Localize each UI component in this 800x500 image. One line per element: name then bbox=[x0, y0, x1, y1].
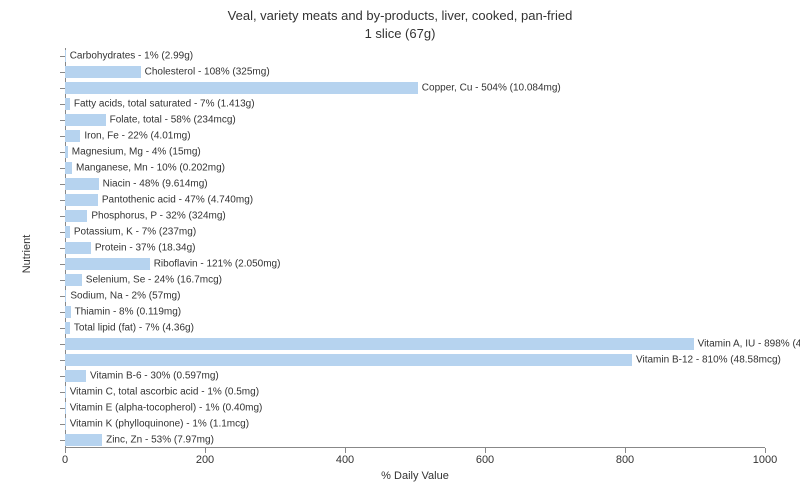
bar-row: Zinc, Zn - 53% (7.97mg) bbox=[65, 434, 765, 446]
bar bbox=[65, 130, 80, 142]
x-tick-label: 600 bbox=[476, 454, 494, 466]
bar bbox=[65, 434, 102, 446]
chart-title-line2: 1 slice (67g) bbox=[0, 26, 800, 41]
bar-row: Total lipid (fat) - 7% (4.36g) bbox=[65, 322, 765, 334]
bar-label: Selenium, Se - 24% (16.7mcg) bbox=[86, 274, 222, 285]
bar-label: Fatty acids, total saturated - 7% (1.413… bbox=[74, 98, 255, 109]
bar-row: Niacin - 48% (9.614mg) bbox=[65, 178, 765, 190]
bar-label: Pantothenic acid - 47% (4.740mg) bbox=[102, 194, 253, 205]
bar-row: Fatty acids, total saturated - 7% (1.413… bbox=[65, 98, 765, 110]
bar bbox=[65, 418, 66, 430]
bar bbox=[65, 98, 70, 110]
bar-label: Protein - 37% (18.34g) bbox=[95, 242, 196, 253]
bar-label: Vitamin B-6 - 30% (0.597mg) bbox=[90, 370, 219, 381]
bar-label: Potassium, K - 7% (237mg) bbox=[74, 226, 196, 237]
bar-label: Vitamin A, IU - 898% (44883IU) bbox=[698, 338, 800, 349]
bar bbox=[65, 66, 141, 78]
bar-row: Vitamin B-6 - 30% (0.597mg) bbox=[65, 370, 765, 382]
bar-label: Zinc, Zn - 53% (7.97mg) bbox=[106, 434, 214, 445]
x-tick bbox=[205, 448, 206, 453]
bar bbox=[65, 354, 632, 366]
bar-label: Total lipid (fat) - 7% (4.36g) bbox=[74, 322, 194, 333]
x-axis-line bbox=[65, 447, 765, 448]
x-tick-label: 200 bbox=[196, 454, 214, 466]
bar bbox=[65, 402, 66, 414]
bar-row: Potassium, K - 7% (237mg) bbox=[65, 226, 765, 238]
bar bbox=[65, 370, 86, 382]
bar-label: Vitamin K (phylloquinone) - 1% (1.1mcg) bbox=[70, 418, 249, 429]
x-tick bbox=[65, 448, 66, 453]
bar-label: Thiamin - 8% (0.119mg) bbox=[75, 306, 182, 317]
x-tick bbox=[625, 448, 626, 453]
bar bbox=[65, 258, 150, 270]
bar-row: Protein - 37% (18.34g) bbox=[65, 242, 765, 254]
bar-row: Pantothenic acid - 47% (4.740mg) bbox=[65, 194, 765, 206]
bar-row: Copper, Cu - 504% (10.084mg) bbox=[65, 82, 765, 94]
bar-label: Folate, total - 58% (234mcg) bbox=[110, 114, 236, 125]
bar-label: Riboflavin - 121% (2.050mg) bbox=[154, 258, 281, 269]
bar-label: Magnesium, Mg - 4% (15mg) bbox=[72, 146, 201, 157]
bar-row: Manganese, Mn - 10% (0.202mg) bbox=[65, 162, 765, 174]
bar-row: Iron, Fe - 22% (4.01mg) bbox=[65, 130, 765, 142]
bar bbox=[65, 194, 98, 206]
bar-row: Phosphorus, P - 32% (324mg) bbox=[65, 210, 765, 222]
x-tick-label: 1000 bbox=[753, 454, 777, 466]
bar bbox=[65, 50, 66, 62]
bar-label: Niacin - 48% (9.614mg) bbox=[103, 178, 208, 189]
bar-row: Magnesium, Mg - 4% (15mg) bbox=[65, 146, 765, 158]
bar bbox=[65, 82, 418, 94]
bar bbox=[65, 146, 68, 158]
bar-row: Vitamin C, total ascorbic acid - 1% (0.5… bbox=[65, 386, 765, 398]
bar-row: Riboflavin - 121% (2.050mg) bbox=[65, 258, 765, 270]
bar-row: Vitamin E (alpha-tocopherol) - 1% (0.40m… bbox=[65, 402, 765, 414]
bar-label: Carbohydrates - 1% (2.99g) bbox=[70, 50, 193, 61]
bar bbox=[65, 114, 106, 126]
x-tick-label: 400 bbox=[336, 454, 354, 466]
bar bbox=[65, 386, 66, 398]
x-tick-label: 800 bbox=[616, 454, 634, 466]
bar-row: Selenium, Se - 24% (16.7mcg) bbox=[65, 274, 765, 286]
x-tick bbox=[765, 448, 766, 453]
bar bbox=[65, 306, 71, 318]
bar-label: Vitamin E (alpha-tocopherol) - 1% (0.40m… bbox=[70, 402, 263, 413]
x-tick bbox=[345, 448, 346, 453]
bar-row: Vitamin A, IU - 898% (44883IU) bbox=[65, 338, 765, 350]
x-tick-label: 0 bbox=[62, 454, 68, 466]
y-axis-label: Nutrient bbox=[21, 235, 33, 274]
bar-label: Sodium, Na - 2% (57mg) bbox=[70, 290, 180, 301]
bar-row: Carbohydrates - 1% (2.99g) bbox=[65, 50, 765, 62]
bar-label: Copper, Cu - 504% (10.084mg) bbox=[422, 82, 561, 93]
bar-row: Thiamin - 8% (0.119mg) bbox=[65, 306, 765, 318]
bar bbox=[65, 274, 82, 286]
bar-label: Cholesterol - 108% (325mg) bbox=[145, 66, 270, 77]
bar-label: Iron, Fe - 22% (4.01mg) bbox=[84, 130, 190, 141]
bar-label: Manganese, Mn - 10% (0.202mg) bbox=[76, 162, 225, 173]
bar bbox=[65, 290, 66, 302]
x-tick bbox=[485, 448, 486, 453]
bar bbox=[65, 226, 70, 238]
bar-label: Phosphorus, P - 32% (324mg) bbox=[91, 210, 225, 221]
chart-title-line1: Veal, variety meats and by-products, liv… bbox=[0, 8, 800, 23]
bar-row: Cholesterol - 108% (325mg) bbox=[65, 66, 765, 78]
bar bbox=[65, 242, 91, 254]
bar-row: Sodium, Na - 2% (57mg) bbox=[65, 290, 765, 302]
plot-area: 02004006008001000Carbohydrates - 1% (2.9… bbox=[65, 48, 765, 448]
bar-label: Vitamin B-12 - 810% (48.58mcg) bbox=[636, 354, 781, 365]
nutrient-bar-chart: Veal, variety meats and by-products, liv… bbox=[0, 0, 800, 500]
bar bbox=[65, 210, 87, 222]
bar-row: Folate, total - 58% (234mcg) bbox=[65, 114, 765, 126]
bar-label: Vitamin C, total ascorbic acid - 1% (0.5… bbox=[70, 386, 259, 397]
bar bbox=[65, 162, 72, 174]
bar bbox=[65, 322, 70, 334]
x-axis-label: % Daily Value bbox=[381, 470, 449, 482]
bar-row: Vitamin K (phylloquinone) - 1% (1.1mcg) bbox=[65, 418, 765, 430]
bar bbox=[65, 338, 694, 350]
bar-row: Vitamin B-12 - 810% (48.58mcg) bbox=[65, 354, 765, 366]
bar bbox=[65, 178, 99, 190]
